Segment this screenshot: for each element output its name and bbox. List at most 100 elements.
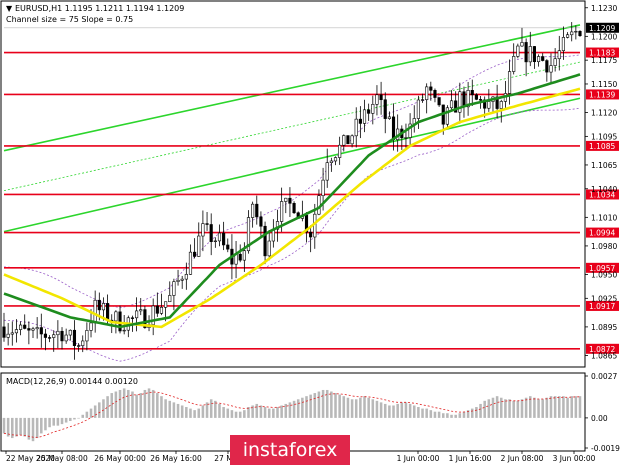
- candle: [541, 56, 545, 61]
- candle: [159, 307, 164, 314]
- macd-bar: [197, 408, 201, 418]
- candle: [549, 65, 553, 73]
- macd-bar: [11, 417, 14, 439]
- candle: [387, 116, 391, 119]
- macd-bar: [309, 394, 312, 418]
- macd-bar: [288, 402, 292, 418]
- macd-bar: [450, 414, 453, 418]
- macd-bar: [106, 396, 109, 418]
- candle: [197, 235, 201, 257]
- candle: [317, 195, 321, 215]
- candle: [420, 99, 425, 101]
- watermark-text: instaforex: [243, 439, 338, 461]
- ma-green-line: [3, 73, 581, 329]
- candle: [89, 322, 93, 331]
- candle: [284, 197, 288, 202]
- candle: [43, 333, 48, 338]
- macd-bar: [479, 403, 482, 418]
- candle: [404, 137, 408, 139]
- price-tick-label: 1.0925: [591, 294, 617, 303]
- level-label: 1.1034: [589, 190, 615, 199]
- macd-bar: [69, 417, 72, 421]
- macd-bar: [446, 413, 449, 418]
- envelope-bands: [3, 54, 581, 362]
- macd-bar: [392, 405, 395, 418]
- macd-bar: [110, 393, 114, 418]
- candle: [251, 203, 255, 218]
- candle: [358, 118, 362, 124]
- macd-bar: [52, 417, 55, 426]
- candle: [367, 109, 371, 114]
- price-tick-label: 1.1150: [591, 80, 617, 89]
- macd-bar: [334, 393, 337, 418]
- macd-bar: [437, 411, 441, 418]
- candle: [226, 244, 230, 250]
- candle: [97, 299, 101, 311]
- candle: [470, 90, 474, 96]
- candle: [68, 329, 72, 336]
- macd-bar: [404, 402, 408, 418]
- candle: [536, 56, 541, 63]
- candle: [27, 328, 31, 331]
- macd-bar: [508, 399, 511, 418]
- candle: [77, 345, 81, 347]
- envelope-upper-line: [3, 54, 581, 309]
- macd-bar: [470, 408, 474, 418]
- candle: [213, 240, 217, 243]
- time-tick-label: 26 May 00:00: [94, 454, 146, 463]
- level-label-box: [586, 343, 619, 354]
- candle: [329, 160, 333, 164]
- candle: [462, 91, 466, 108]
- macd-bar: [44, 417, 47, 431]
- macd-bar: [139, 393, 143, 418]
- time-tick-label: 27 May: [214, 454, 242, 463]
- macd-bar: [317, 391, 321, 418]
- candle: [130, 317, 135, 319]
- macd-bar: [135, 394, 138, 418]
- channel-lower-line: [3, 97, 581, 233]
- macd-bar: [533, 397, 536, 418]
- level-label-box: [586, 89, 619, 100]
- candle: [106, 303, 110, 321]
- macd-bar: [243, 410, 246, 418]
- candle: [512, 56, 516, 72]
- candle: [48, 337, 52, 339]
- macd-bar: [60, 417, 64, 425]
- macd-bar: [31, 417, 35, 442]
- macd-bar: [578, 396, 582, 418]
- candle: [60, 330, 64, 342]
- level-lines: 1.1209 1.1183 1.1139 1.1085 1.1034 1.0994 1.09…: [4, 22, 619, 354]
- macd-bar: [553, 396, 557, 418]
- watermark-box: [230, 435, 350, 465]
- macd-histogram: 0.0027 0.00 -0.00194: [2, 372, 620, 453]
- candle: [23, 324, 27, 329]
- candle: [528, 46, 532, 63]
- macd-bar: [251, 405, 254, 418]
- macd-bar: [263, 407, 267, 418]
- macd-bar: [73, 417, 76, 420]
- candle: [14, 329, 19, 334]
- time-tick-label: 2 Jun 08:00: [501, 454, 544, 463]
- macd-bar: [425, 408, 428, 418]
- chart-collapse-icon[interactable]: ▼: [6, 4, 13, 13]
- level-label-box: [586, 140, 619, 151]
- candle: [164, 301, 168, 308]
- macd-bar: [89, 408, 93, 418]
- time-tick-label: 26 May 16:00: [150, 454, 202, 463]
- candle: [184, 274, 188, 280]
- macd-bar: [388, 405, 391, 418]
- macd-bar: [164, 399, 167, 418]
- candle: [31, 328, 35, 331]
- macd-bar: [338, 394, 341, 418]
- price-tick-label: 1.1200: [591, 32, 617, 41]
- macd-bar: [114, 391, 118, 418]
- candle: [507, 71, 512, 94]
- macd-bar: [512, 400, 515, 418]
- macd-bar: [524, 397, 528, 418]
- macd-bar: [222, 407, 225, 418]
- candle: [499, 101, 503, 109]
- macd-bar: [458, 413, 462, 418]
- macd-bar: [102, 399, 105, 418]
- macd-bar: [454, 414, 457, 418]
